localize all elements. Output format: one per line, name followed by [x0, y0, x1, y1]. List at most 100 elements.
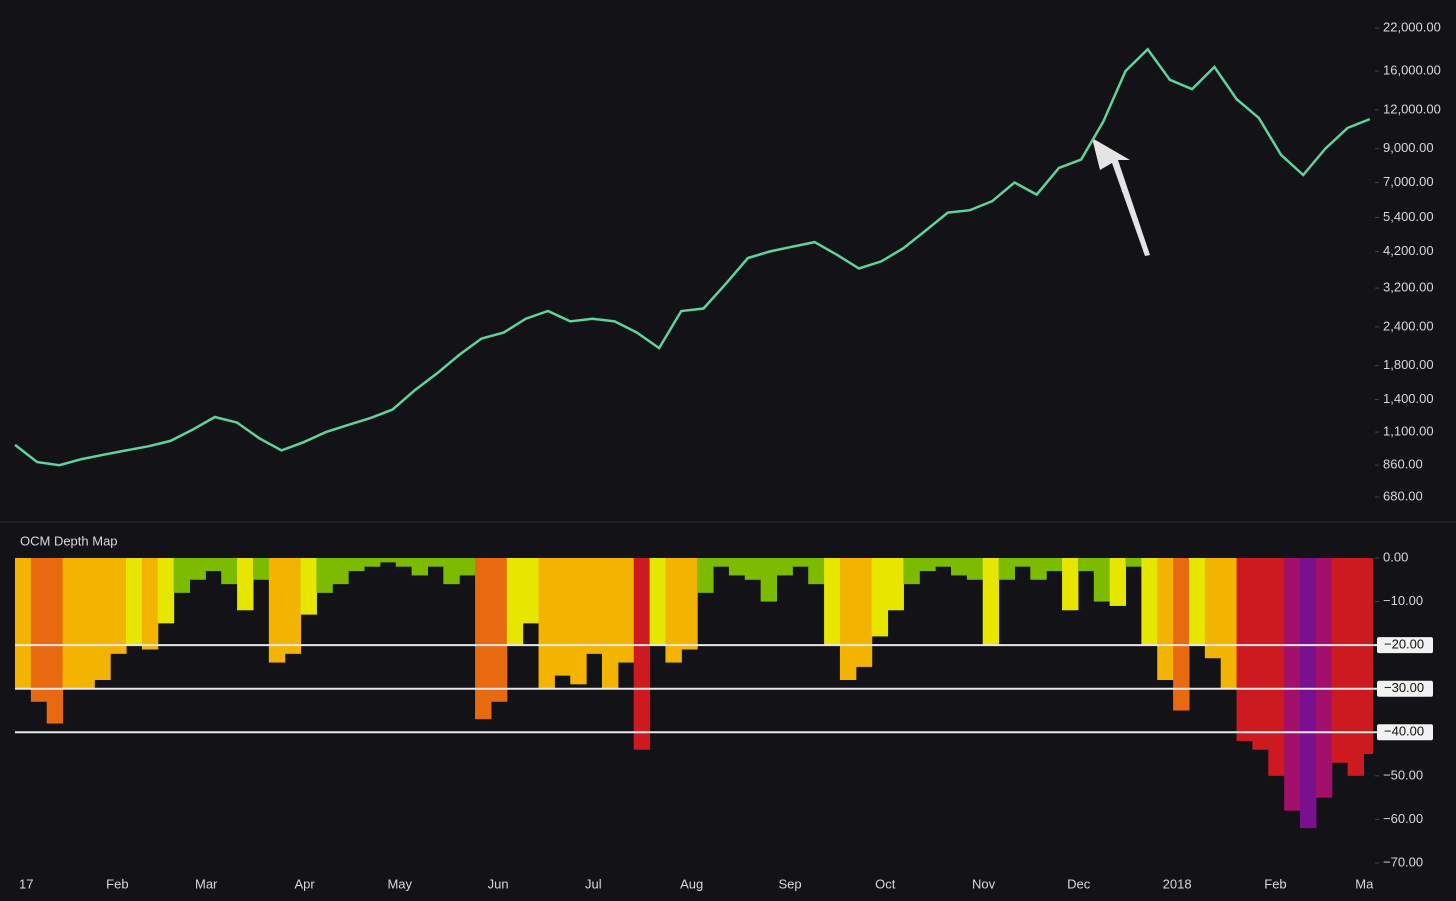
depth-bar	[332, 558, 349, 585]
x-tick-label: Jun	[488, 876, 509, 891]
depth-bar	[697, 558, 714, 593]
y-tick-label: 22,000.00	[1383, 20, 1441, 35]
y-tick-label: 860.00	[1383, 457, 1423, 472]
depth-bar	[522, 558, 540, 624]
depth-bar	[15, 558, 32, 689]
x-tick-label: Nov	[972, 876, 996, 891]
reference-label: −20.00	[1384, 637, 1424, 652]
depth-bar	[506, 558, 524, 646]
reference-label: −30.00	[1384, 680, 1424, 695]
y-tick-label: 0.00	[1383, 549, 1408, 564]
depth-bar	[554, 558, 571, 676]
depth-bar	[728, 558, 746, 576]
depth-bar	[157, 558, 175, 624]
x-tick-label: Feb	[106, 876, 128, 891]
depth-bar	[713, 558, 730, 567]
depth-bar	[284, 558, 302, 654]
depth-bar	[951, 558, 968, 576]
depth-bar	[665, 558, 682, 663]
depth-bar	[1300, 558, 1317, 829]
depth-bar	[1077, 558, 1095, 572]
depth-bar	[633, 558, 651, 750]
depth-bar	[1125, 558, 1142, 567]
y-tick-label: 1,400.00	[1383, 391, 1434, 406]
x-tick-label: May	[387, 876, 412, 891]
x-tick-label: Aug	[680, 876, 703, 891]
x-tick-label: Oct	[875, 876, 896, 891]
y-tick-label: −70.00	[1383, 854, 1423, 869]
depth-bar	[1141, 558, 1158, 646]
depth-bar	[78, 558, 95, 689]
x-tick-label: Jul	[585, 876, 602, 891]
y-tick-label: 7,000.00	[1383, 174, 1434, 189]
depth-bar	[30, 558, 48, 702]
depth-bar	[46, 558, 64, 724]
depth-bar	[459, 558, 476, 576]
depth-bar	[427, 558, 444, 567]
depth-bar	[887, 558, 904, 611]
depth-bar	[966, 558, 984, 580]
reference-label-box	[1377, 724, 1433, 741]
depth-bar	[364, 558, 381, 567]
depth-bar	[443, 558, 460, 585]
depth-bar	[62, 558, 79, 689]
y-tick-label: 1,800.00	[1383, 357, 1434, 372]
depth-bar	[1331, 558, 1349, 763]
depth-bar	[776, 558, 793, 576]
reference-label-box	[1377, 680, 1433, 697]
depth-bar	[395, 558, 413, 567]
depth-bar	[237, 558, 254, 611]
x-tick-label: 17	[19, 876, 33, 891]
depth-bar	[1204, 558, 1222, 659]
y-tick-label: 4,200.00	[1383, 243, 1434, 258]
depth-bar	[538, 558, 555, 689]
depth-bar	[1014, 558, 1031, 567]
depth-bar	[1252, 558, 1269, 750]
depth-bar	[141, 558, 159, 650]
arrow	[1092, 138, 1150, 256]
depth-bar	[252, 558, 270, 580]
depth-bar	[1363, 558, 1373, 755]
y-tick-label: 16,000.00	[1383, 62, 1441, 77]
depth-bar	[94, 558, 111, 680]
depth-bar	[379, 558, 397, 563]
depth-bar	[1220, 558, 1238, 689]
y-tick-label: 12,000.00	[1383, 101, 1441, 116]
x-tick-label: 2018	[1163, 876, 1192, 891]
y-tick-label: 1,100.00	[1383, 423, 1434, 438]
depth-bar	[919, 558, 936, 572]
depth-bar	[808, 558, 825, 585]
depth-bar	[490, 558, 508, 702]
depth-bar	[1046, 558, 1063, 572]
depth-bar	[1062, 558, 1079, 611]
y-tick-label: 2,400.00	[1383, 318, 1434, 333]
y-tick-label: −50.00	[1383, 767, 1423, 782]
depth-bar	[173, 558, 191, 593]
x-tick-label: Dec	[1067, 876, 1091, 891]
depth-bar	[681, 558, 698, 650]
depth-bar	[855, 558, 873, 667]
depth-bar	[316, 558, 333, 593]
y-tick-label: 9,000.00	[1383, 140, 1434, 155]
depth-bar	[126, 558, 143, 646]
depth-bar	[1284, 558, 1301, 811]
depth-bar	[601, 558, 619, 689]
reference-label: −40.00	[1384, 724, 1424, 739]
depth-bar	[411, 558, 429, 576]
depth-bar	[300, 558, 317, 615]
x-tick-label: Feb	[1264, 876, 1286, 891]
x-tick-label: Apr	[294, 876, 315, 891]
depth-bar	[839, 558, 857, 680]
y-tick-label: 5,400.00	[1383, 209, 1434, 224]
depth-bar	[110, 558, 127, 654]
depth-bar	[1268, 558, 1285, 776]
depth-bar	[268, 558, 286, 663]
depth-bar	[744, 558, 762, 580]
y-tick-label: −10.00	[1383, 593, 1423, 608]
depth-bar	[1030, 558, 1047, 580]
depth-bar	[586, 558, 603, 654]
depth-bar	[903, 558, 920, 585]
reference-label-box	[1377, 637, 1433, 654]
depth-bar	[570, 558, 587, 685]
depth-bar	[348, 558, 365, 572]
